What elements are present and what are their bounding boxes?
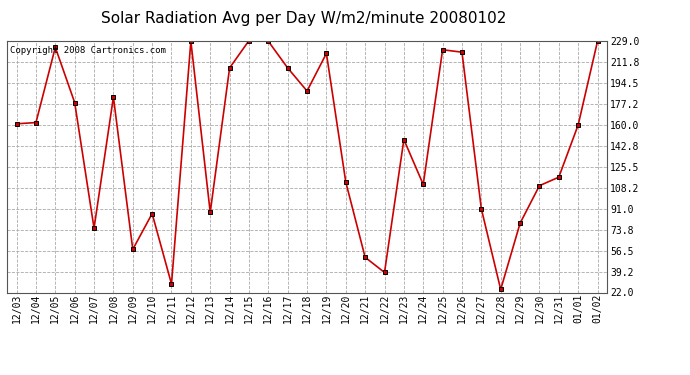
Text: Solar Radiation Avg per Day W/m2/minute 20080102: Solar Radiation Avg per Day W/m2/minute …: [101, 11, 506, 26]
Text: Copyright 2008 Cartronics.com: Copyright 2008 Cartronics.com: [10, 46, 166, 55]
